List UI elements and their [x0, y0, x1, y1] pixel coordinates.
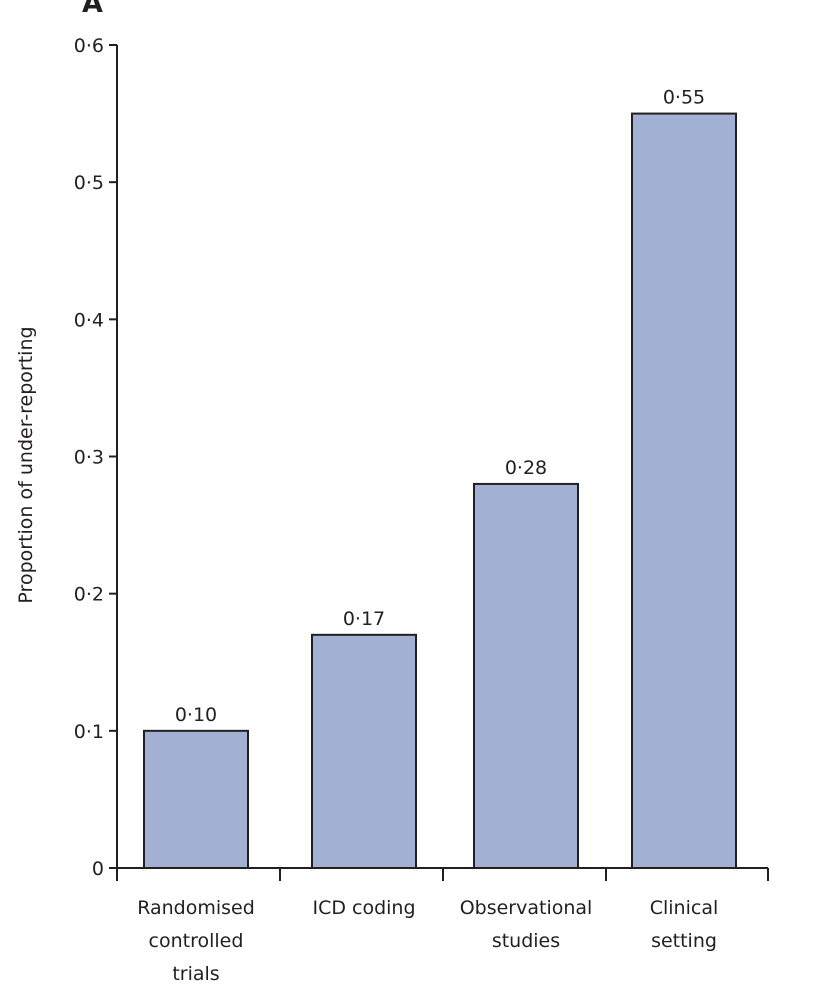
panel-label: A: [82, 0, 103, 19]
bar-value-label: 0·10: [175, 704, 217, 726]
y-tick-label: 0·6: [74, 35, 104, 57]
bar: [631, 112, 737, 870]
y-tick-label: 0: [92, 858, 104, 880]
x-category-label: ICD coding: [312, 897, 415, 919]
y-tick-label: 0·1: [74, 721, 104, 743]
x-category-label: controlled: [149, 930, 244, 952]
y-axis-title: Proportion of under-reporting: [15, 326, 37, 603]
y-axis: 0 0·1 0·2 0·3 0·4 0·5 0·6: [74, 35, 118, 880]
x-category-label: studies: [492, 930, 560, 952]
bar-value-label: 0·55: [663, 87, 705, 109]
x-category-label: Randomised: [137, 897, 255, 919]
x-category-label: Clinical: [650, 897, 719, 919]
y-tick-label: 0·2: [74, 584, 104, 606]
y-tick-label: 0·3: [74, 447, 104, 469]
bar: [143, 729, 249, 869]
x-category-label: Observational: [460, 897, 593, 919]
y-tick-label: 0·4: [74, 309, 104, 331]
bar: [473, 482, 579, 869]
x-category-label: setting: [651, 930, 717, 952]
bar-value-label: 0·17: [343, 608, 385, 630]
bar: [311, 633, 417, 869]
bars: 0·10 0·17 0·28 0·55: [143, 87, 737, 870]
bar-value-label: 0·28: [505, 457, 547, 479]
x-category-label: trials: [172, 963, 219, 985]
y-tick-label: 0·5: [74, 172, 104, 194]
x-axis: Randomised controlled trials ICD coding Obse…: [116, 867, 769, 985]
